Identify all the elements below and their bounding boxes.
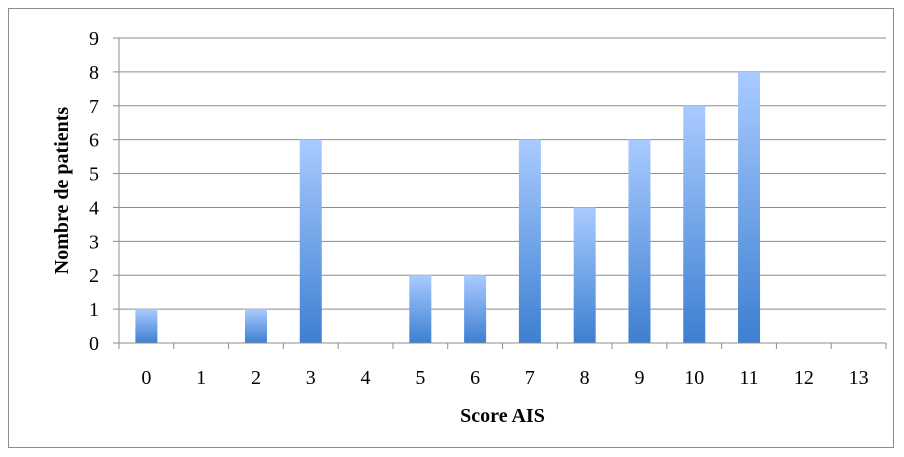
y-tick-label: 0 xyxy=(89,333,99,355)
bar-7 xyxy=(518,139,541,343)
y-tick-label: 8 xyxy=(89,62,99,84)
y-tick-label: 3 xyxy=(89,231,99,253)
x-tick-label: 11 xyxy=(739,367,758,389)
bar-8 xyxy=(573,207,596,343)
bar-0 xyxy=(135,309,158,343)
y-tick-label: 9 xyxy=(89,28,99,50)
bar-3 xyxy=(299,139,322,343)
x-tick-label: 2 xyxy=(251,367,261,389)
bars xyxy=(135,71,761,344)
gridlines xyxy=(119,37,886,310)
x-axis-title: Score AIS xyxy=(460,405,545,427)
y-tick-label: 5 xyxy=(89,164,99,186)
x-tick-label: 3 xyxy=(306,367,316,389)
bar-9 xyxy=(628,139,651,343)
x-tick-label: 0 xyxy=(141,367,151,389)
y-tick-label: 2 xyxy=(89,265,99,287)
bar-10 xyxy=(683,105,706,344)
x-tick-label: 5 xyxy=(415,367,425,389)
x-tick-label: 9 xyxy=(634,367,644,389)
x-tick-label: 7 xyxy=(525,367,535,389)
y-tick-label: 1 xyxy=(89,299,99,321)
x-tick-label: 8 xyxy=(580,367,590,389)
bar-6 xyxy=(464,275,487,343)
x-tick-label: 12 xyxy=(794,367,814,389)
x-tick-label: 4 xyxy=(361,367,371,389)
bar-11 xyxy=(738,71,761,343)
bar-5 xyxy=(409,275,432,343)
y-tick-label: 7 xyxy=(89,96,99,118)
axes xyxy=(113,37,887,349)
x-tick-label: 13 xyxy=(849,367,869,389)
y-axis-title: Nombre de patients xyxy=(51,107,73,275)
y-tick-label: 4 xyxy=(89,197,99,219)
bar-2 xyxy=(244,309,267,343)
x-tick-label: 1 xyxy=(196,367,206,389)
x-tick-label: 10 xyxy=(684,367,704,389)
y-tick-label: 6 xyxy=(89,130,99,152)
x-tick-label: 6 xyxy=(470,367,480,389)
